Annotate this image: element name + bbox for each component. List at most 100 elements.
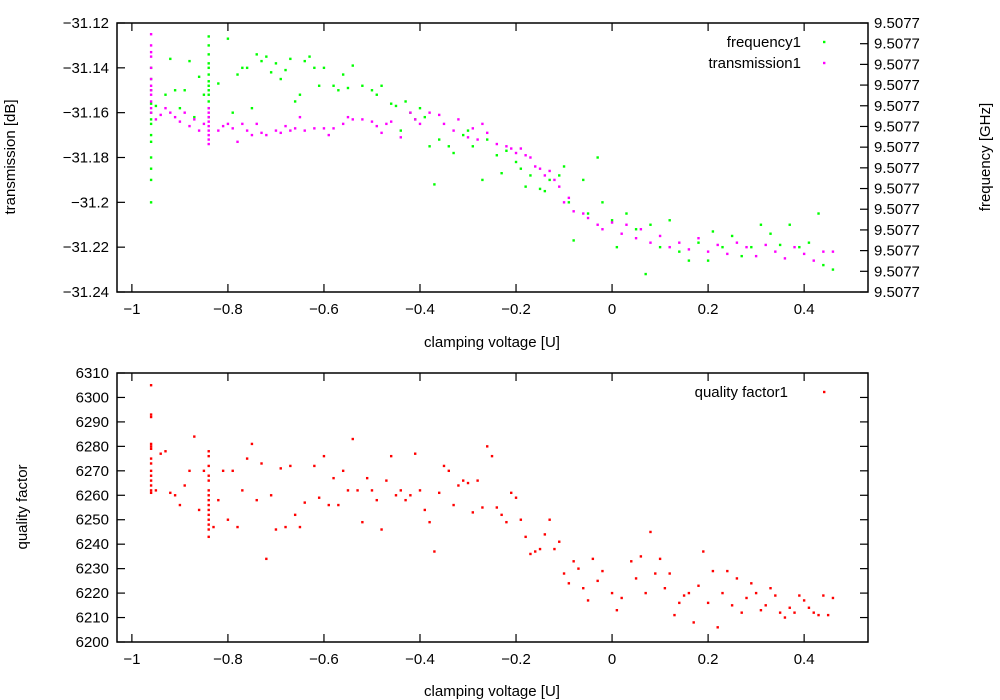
data-point bbox=[250, 442, 254, 446]
data-point bbox=[524, 535, 527, 539]
data-point bbox=[639, 228, 643, 231]
data-point bbox=[668, 245, 671, 249]
data-point bbox=[678, 601, 681, 605]
data-point bbox=[534, 165, 537, 168]
legend-marker bbox=[823, 40, 826, 44]
bottom-x-axis-label: clamping voltage [U] bbox=[424, 683, 560, 700]
data-point bbox=[226, 37, 230, 40]
data-point bbox=[149, 156, 153, 159]
data-point bbox=[207, 35, 210, 38]
data-point bbox=[164, 93, 167, 96]
data-point bbox=[586, 599, 590, 602]
x-tick-label: −0.2 bbox=[501, 651, 531, 668]
data-point bbox=[389, 454, 393, 458]
data-point bbox=[207, 518, 210, 521]
data-point bbox=[610, 219, 614, 222]
data-point bbox=[404, 498, 407, 502]
data-point bbox=[149, 415, 153, 419]
data-point bbox=[207, 138, 210, 141]
data-point bbox=[337, 503, 340, 507]
y2-tick-label: 9.5077 bbox=[874, 139, 920, 156]
y-tick-label: −31.16 bbox=[63, 105, 109, 122]
data-point bbox=[510, 147, 513, 150]
data-point bbox=[265, 55, 268, 58]
data-point bbox=[750, 582, 753, 585]
data-point bbox=[154, 118, 158, 121]
data-point bbox=[207, 454, 210, 458]
data-point bbox=[380, 528, 383, 531]
data-point bbox=[654, 572, 657, 575]
data-point bbox=[274, 62, 278, 65]
data-point bbox=[149, 122, 153, 126]
data-point bbox=[193, 118, 196, 121]
data-point bbox=[370, 89, 374, 92]
y-tick-label: 6200 bbox=[76, 634, 109, 651]
data-point bbox=[149, 33, 153, 36]
data-point bbox=[207, 528, 210, 531]
data-point bbox=[687, 591, 691, 595]
data-point bbox=[207, 489, 210, 492]
data-point bbox=[207, 111, 210, 114]
data-point bbox=[149, 413, 153, 416]
data-point bbox=[409, 494, 412, 497]
data-point bbox=[759, 609, 763, 612]
data-point bbox=[649, 530, 652, 534]
data-point bbox=[245, 129, 249, 132]
data-point bbox=[831, 596, 835, 600]
data-point bbox=[754, 591, 758, 595]
data-point bbox=[442, 122, 446, 126]
data-point bbox=[207, 523, 210, 526]
data-point bbox=[197, 129, 201, 132]
data-point bbox=[351, 64, 354, 67]
data-point bbox=[586, 216, 590, 220]
data-point bbox=[817, 212, 820, 215]
data-point bbox=[341, 73, 345, 76]
data-point bbox=[241, 122, 244, 126]
data-point bbox=[630, 560, 633, 563]
data-point bbox=[438, 138, 441, 141]
data-point bbox=[236, 140, 239, 144]
data-point bbox=[164, 450, 167, 453]
data-point bbox=[687, 259, 691, 262]
data-point bbox=[764, 243, 767, 247]
data-point bbox=[289, 57, 292, 61]
data-point bbox=[298, 115, 302, 119]
data-point bbox=[726, 252, 729, 256]
data-point bbox=[649, 223, 652, 226]
data-point bbox=[207, 464, 210, 468]
data-point bbox=[625, 212, 628, 215]
data-point bbox=[207, 535, 210, 539]
data-point bbox=[274, 129, 278, 132]
data-point bbox=[495, 506, 499, 509]
data-point bbox=[250, 133, 254, 137]
data-point bbox=[826, 613, 830, 617]
y-tick-label: 6210 bbox=[76, 610, 109, 627]
legend-label-frequency1: frequency1 bbox=[727, 34, 801, 51]
data-point bbox=[745, 245, 748, 249]
data-point bbox=[404, 100, 407, 103]
data-point bbox=[740, 611, 743, 614]
legend-label-quality-factor1: quality factor1 bbox=[695, 384, 788, 401]
data-point bbox=[558, 174, 561, 177]
data-point bbox=[514, 496, 518, 499]
y-tick-label: 6270 bbox=[76, 463, 109, 480]
data-point bbox=[207, 106, 210, 110]
data-point bbox=[149, 462, 153, 465]
data-point bbox=[236, 525, 239, 529]
data-point bbox=[793, 245, 796, 249]
data-point bbox=[351, 437, 354, 441]
data-point bbox=[476, 138, 479, 141]
data-point bbox=[399, 136, 402, 139]
data-point bbox=[620, 596, 623, 600]
data-point bbox=[279, 77, 282, 81]
bottom-plot: −1 −0.8 −0.6 −0.4 −0.2 0 0.2 0.4 6310 6300 6290 628… bbox=[14, 365, 869, 700]
data-point bbox=[495, 142, 499, 146]
data-point bbox=[361, 520, 364, 524]
data-point bbox=[149, 489, 153, 492]
data-point bbox=[149, 50, 153, 54]
data-point bbox=[159, 452, 162, 455]
data-point bbox=[822, 594, 825, 597]
data-point bbox=[644, 591, 647, 595]
data-point bbox=[207, 93, 210, 96]
data-point bbox=[668, 572, 671, 575]
